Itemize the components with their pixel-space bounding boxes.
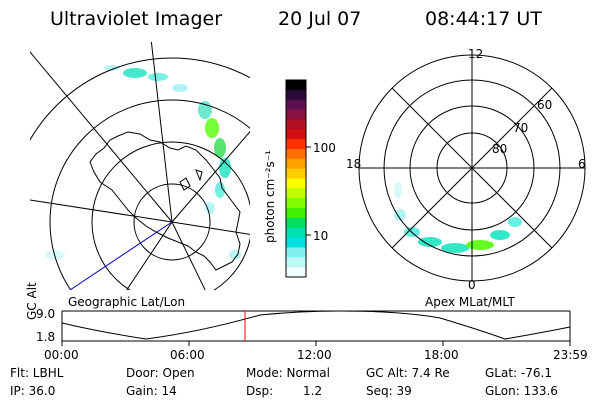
colorbar-band (286, 99, 306, 111)
colorbar-band (286, 247, 306, 258)
colorbar-band (286, 198, 306, 209)
colorbar-band (286, 148, 306, 160)
colorbar-band (286, 109, 306, 120)
orbit-track (69, 221, 173, 290)
geographic-panel-label: Geographic Lat/Lon (68, 295, 186, 309)
latitude-circles (30, 57, 250, 290)
colorbar-band (286, 217, 306, 229)
colorbar-band (286, 267, 306, 278)
colorbar-unit-label: photon cm⁻²s⁻¹ (263, 150, 277, 243)
mlt-label-18: 18 (346, 157, 362, 171)
altitude-curve (61, 310, 571, 340)
aurora-emission-left (45, 65, 241, 260)
timeline-xtick-1800: 18:00 (424, 348, 459, 362)
colorbar-band (286, 89, 306, 101)
timeline-ytick-bottom: 1.8 (36, 330, 56, 344)
date-label: 20 Jul 07 (278, 8, 362, 30)
dsp-value: 1.2 (303, 384, 323, 398)
geographic-map (30, 42, 250, 290)
gain-field: Gain: 14 (126, 384, 177, 398)
colorbar-band (286, 178, 306, 189)
gc-alt-field: GC Alt: 7.4 Re (366, 366, 450, 380)
mlat-label-80: 80 (492, 142, 508, 156)
magnetic-polar-plot (358, 54, 586, 282)
time-label: 08:44:17 UT (425, 8, 542, 30)
timeline-plot (61, 310, 571, 346)
colorbar-band (286, 80, 306, 91)
glat-field: GLat: -76.1 (485, 366, 552, 380)
colorbar-band (286, 257, 306, 268)
colorbar-tick-10: 10 (313, 229, 329, 243)
mlat-label-70: 70 (513, 121, 529, 135)
instrument-title: Ultraviolet Imager (50, 8, 223, 30)
timeline-xtick-1200: 12:00 (297, 348, 332, 362)
colorbar-band (286, 188, 306, 199)
colorbar-band (286, 129, 306, 140)
magnetic-panel-label: Apex MLat/MLT (425, 295, 515, 309)
glon-field: GLon: 133.6 (485, 384, 558, 398)
filter-field: Flt: LBHL (10, 366, 64, 380)
colorbar (285, 79, 311, 278)
timeline-xtick-0000: 00:00 (44, 348, 79, 362)
colorbar-band (286, 139, 306, 150)
mlt-label-12: 12 (468, 47, 484, 61)
mlt-label-0: 0 (468, 278, 476, 292)
timeline-ytick-top: 9.0 (36, 307, 56, 321)
colorbar-band (286, 237, 306, 248)
dsp-label: Dsp: (246, 384, 274, 398)
mlt-label-6: 6 (578, 157, 586, 171)
aurora-emission-right (394, 182, 522, 253)
mlat-label-60: 60 (537, 98, 553, 112)
colorbar-band (286, 168, 306, 179)
colorbar-band (286, 119, 306, 130)
meridians (30, 42, 250, 290)
coastline (89, 131, 241, 271)
colorbar-band (286, 158, 306, 170)
timeline-xtick-2359: 23:59 (553, 348, 588, 362)
colorbar-band (286, 208, 306, 219)
ip-field: IP: 36.0 (10, 384, 56, 398)
colorbar-band (286, 227, 306, 239)
door-field: Door: Open (126, 366, 195, 380)
colorbar-tick-100: 100 (313, 141, 336, 155)
seq-field: Seq: 39 (366, 384, 412, 398)
mode-field: Mode: Normal (246, 366, 330, 380)
timeline-xtick-0600: 06:00 (170, 348, 205, 362)
